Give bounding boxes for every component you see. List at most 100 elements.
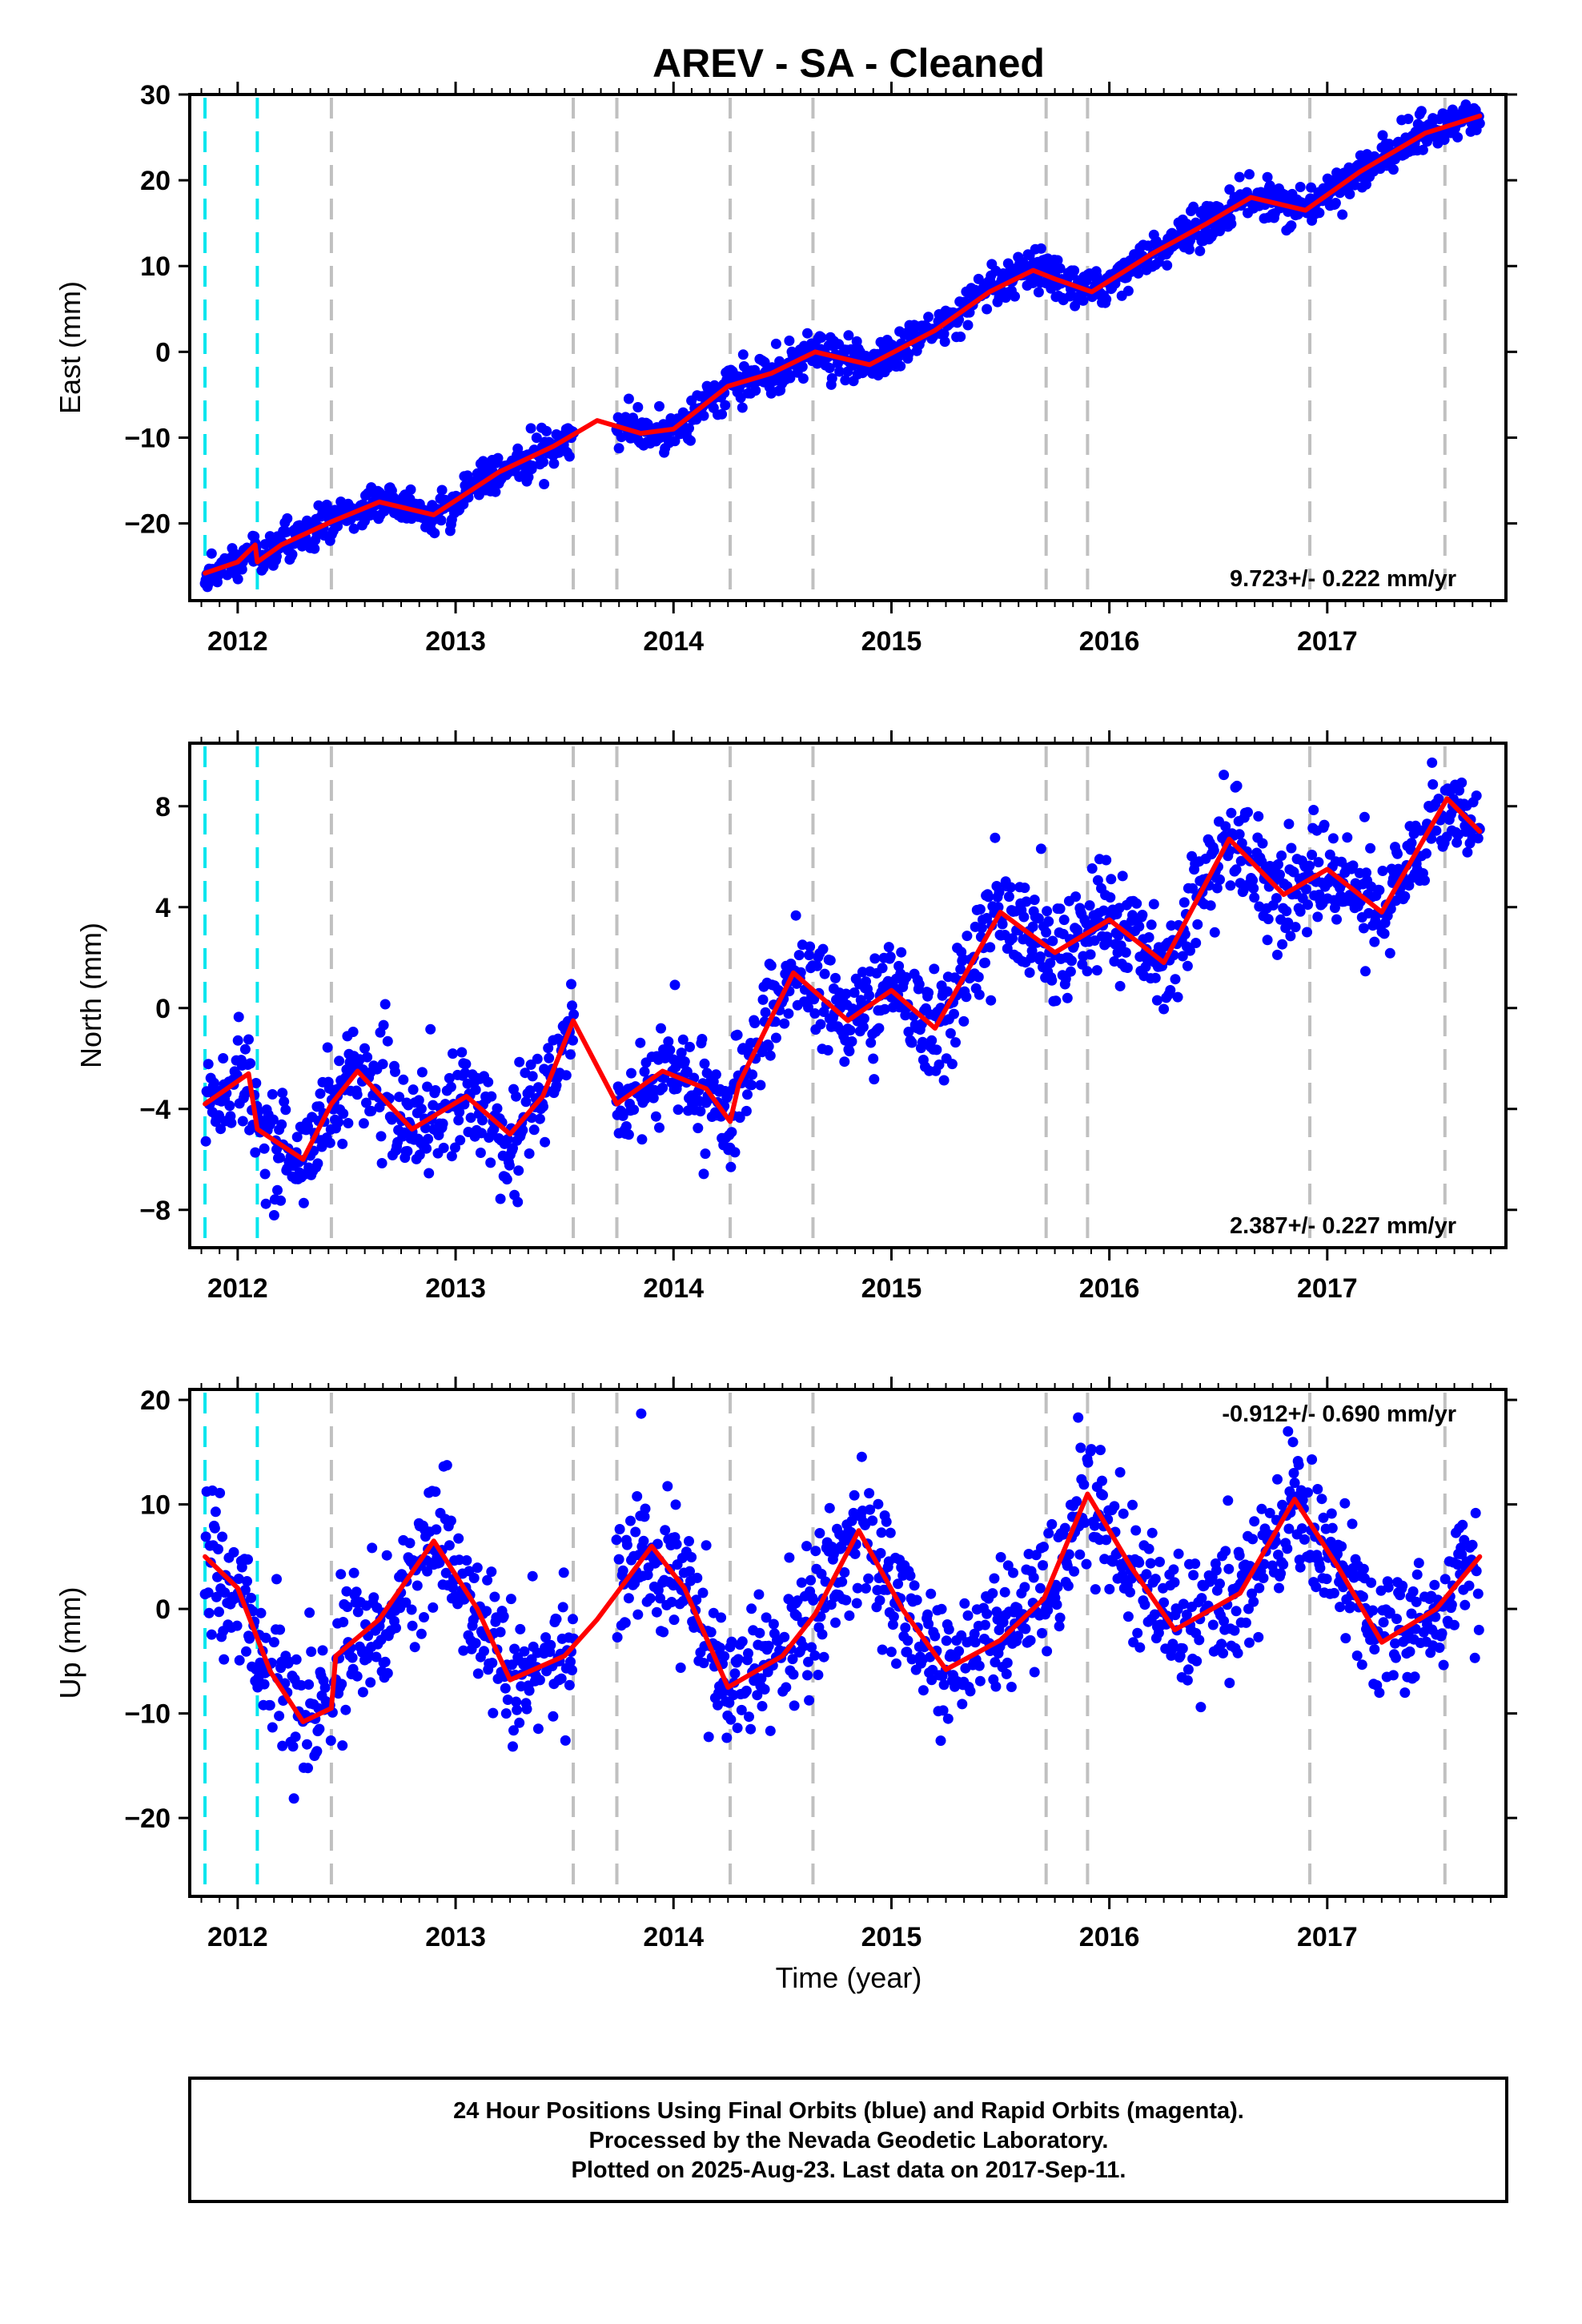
- north-point: [1257, 838, 1268, 849]
- east-frame: [188, 93, 1508, 602]
- up-point: [1043, 1528, 1054, 1539]
- up-point: [1038, 1560, 1048, 1571]
- up-point: [804, 1695, 815, 1706]
- north-point: [685, 1041, 695, 1052]
- up-point: [1383, 1582, 1394, 1593]
- footer-box: 24 Hour Positions Using Final Orbits (bl…: [188, 2077, 1508, 2203]
- up-point: [1181, 1609, 1192, 1620]
- up-point: [557, 1602, 568, 1613]
- up-point: [874, 1594, 885, 1606]
- up-point: [1145, 1558, 1156, 1569]
- north-point: [1421, 848, 1431, 859]
- east-point: [1033, 287, 1044, 298]
- north-point: [465, 1112, 476, 1124]
- up-point: [781, 1682, 792, 1693]
- north-point: [421, 1143, 432, 1154]
- up-point: [1244, 1637, 1255, 1648]
- up-point: [1339, 1498, 1351, 1509]
- north-point: [200, 1136, 211, 1147]
- north-point: [1034, 951, 1046, 962]
- up-point: [1224, 1678, 1235, 1688]
- north-point: [617, 1110, 628, 1121]
- up-point: [638, 1535, 649, 1546]
- north-point: [732, 1029, 743, 1040]
- north-point: [628, 1104, 640, 1116]
- up-point: [636, 1408, 647, 1419]
- north-point: [237, 1116, 248, 1127]
- up-point: [1118, 1508, 1129, 1519]
- east-point: [525, 423, 536, 434]
- up-point: [1340, 1633, 1351, 1644]
- north-point: [986, 995, 997, 1006]
- north-point: [1365, 842, 1376, 854]
- up-point: [209, 1522, 220, 1534]
- up-point: [217, 1531, 228, 1542]
- north-point: [931, 1044, 942, 1055]
- up-y-tick-label: 20: [140, 1385, 171, 1416]
- up-point: [1075, 1442, 1086, 1454]
- east-x-tick-label: 2015: [861, 626, 922, 657]
- north-point: [1003, 891, 1014, 903]
- north-point: [974, 904, 986, 915]
- up-point: [732, 1723, 743, 1734]
- up-point: [852, 1582, 863, 1594]
- up-point: [965, 1686, 976, 1697]
- up-point: [1356, 1659, 1367, 1671]
- up-point: [1299, 1534, 1310, 1545]
- up-point: [314, 1723, 325, 1735]
- north-point: [416, 1067, 428, 1078]
- up-point: [906, 1654, 917, 1665]
- east-point: [802, 328, 813, 339]
- east-point: [959, 296, 970, 308]
- north-point: [657, 1082, 669, 1093]
- up-point: [779, 1631, 790, 1642]
- up-point: [698, 1658, 709, 1669]
- up-point: [472, 1668, 484, 1679]
- up-point: [1168, 1564, 1179, 1575]
- north-point: [394, 1092, 405, 1103]
- north-point: [1363, 907, 1375, 919]
- north-point: [974, 989, 985, 1000]
- east-point: [282, 513, 293, 524]
- north-point: [817, 943, 829, 955]
- up-point: [242, 1576, 252, 1586]
- north-point: [528, 1124, 540, 1136]
- north-point: [1249, 892, 1260, 903]
- up-point: [901, 1647, 913, 1658]
- up-point: [876, 1527, 887, 1538]
- up-point: [368, 1592, 379, 1603]
- north-point: [1313, 857, 1324, 868]
- north-point: [1471, 790, 1482, 802]
- north-point: [825, 955, 836, 966]
- up-point: [1406, 1608, 1417, 1619]
- up-point: [431, 1524, 442, 1535]
- up-point: [1190, 1558, 1201, 1570]
- north-point: [260, 1198, 271, 1209]
- up-point: [365, 1677, 376, 1688]
- up-point: [1390, 1638, 1400, 1649]
- north-point: [1426, 833, 1437, 844]
- up-point: [658, 1626, 669, 1638]
- up-rate-label: -0.912+/- 0.690 mm/yr: [1222, 1401, 1456, 1427]
- north-point: [534, 1113, 545, 1124]
- north-point: [1433, 794, 1444, 804]
- north-point: [812, 960, 823, 971]
- up-point: [970, 1637, 981, 1648]
- up-point: [1472, 1588, 1484, 1599]
- north-point: [1247, 875, 1259, 886]
- north-point: [1379, 928, 1390, 939]
- north-point: [917, 1036, 928, 1047]
- east-point: [564, 451, 575, 462]
- up-point: [1114, 1467, 1126, 1478]
- up-point: [412, 1580, 423, 1591]
- up-point: [203, 1587, 214, 1598]
- north-point: [444, 1072, 455, 1084]
- north-point: [358, 1118, 369, 1129]
- east-point: [405, 484, 416, 495]
- up-point: [1282, 1543, 1293, 1554]
- up-point: [514, 1717, 525, 1728]
- north-point: [635, 1037, 646, 1048]
- up-point: [1054, 1612, 1066, 1623]
- up-point: [351, 1671, 363, 1682]
